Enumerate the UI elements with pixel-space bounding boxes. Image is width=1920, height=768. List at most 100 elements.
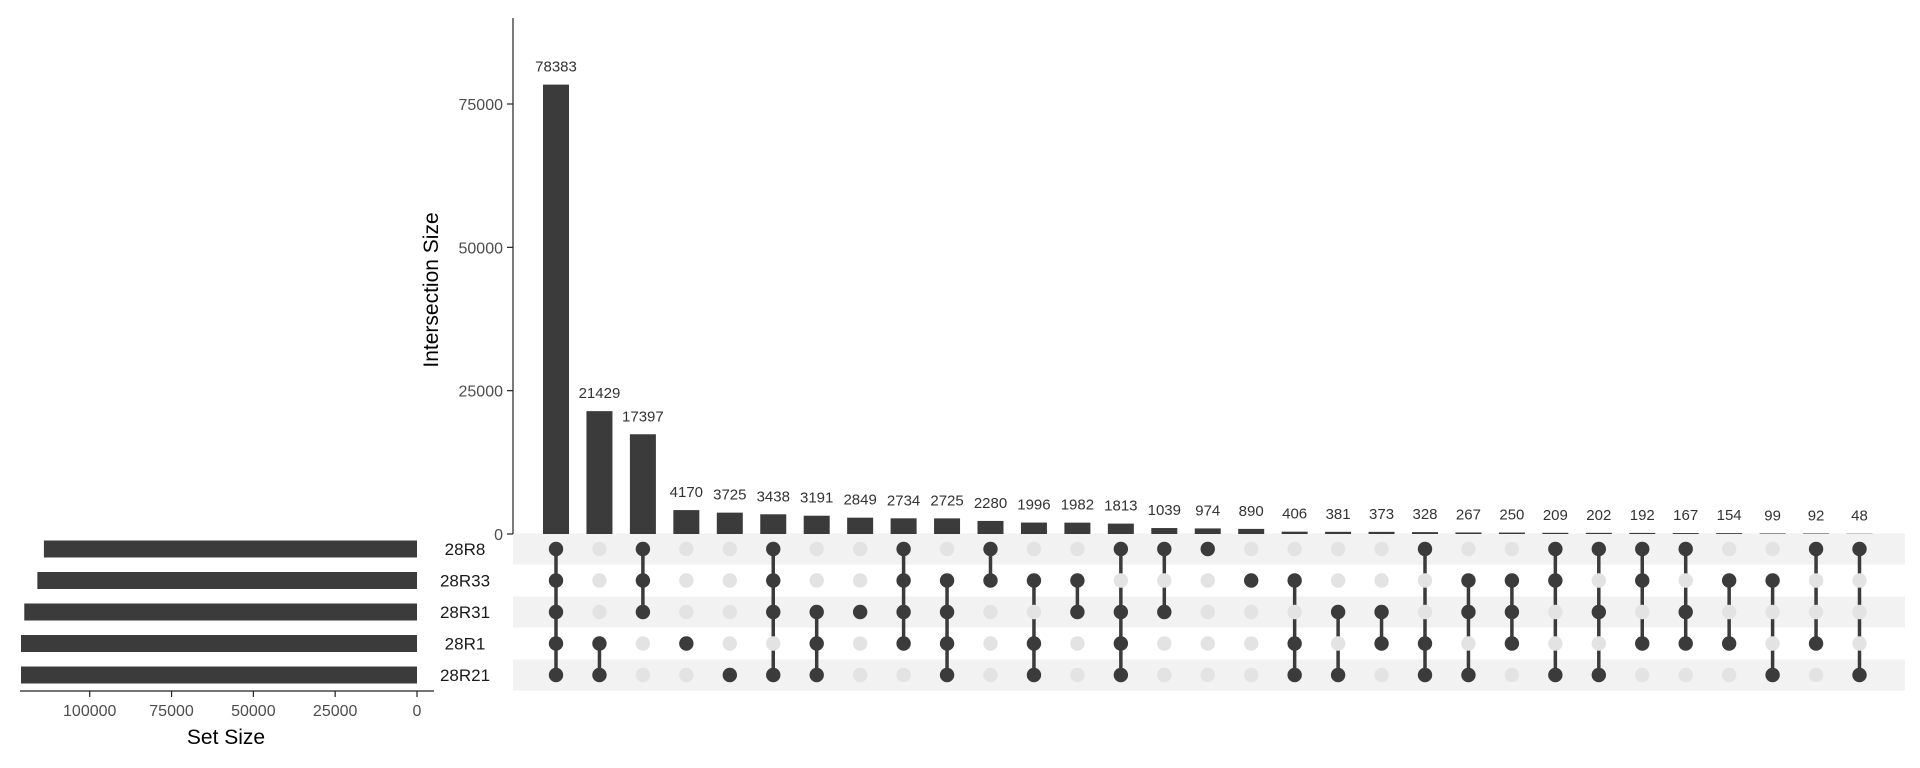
matrix-dot-active [1504,604,1520,620]
matrix-dot-inactive [1070,636,1085,651]
matrix-dot-inactive [1591,573,1607,588]
matrix-dot-active [852,604,868,620]
matrix-dot-active [766,541,781,557]
intersection-bar [1194,528,1221,534]
intersection-bar-label: 167 [1673,507,1698,524]
matrix-dot-inactive [983,667,998,683]
matrix-dot-inactive [1200,636,1215,651]
intersection-bars [543,84,1873,535]
matrix-dot-active [1417,541,1433,557]
set-size-axis-title: Set Size [187,726,265,749]
matrix-dot-active [1765,667,1780,683]
matrix-dot-active [592,636,607,651]
matrix-dot-inactive [635,667,651,683]
matrix-dot-inactive [722,541,737,557]
y-tick-label: 25000 [459,384,504,401]
matrix-dot-active [896,636,911,651]
matrix-dot-active [1200,541,1215,557]
matrix-dot-active [1678,636,1693,651]
matrix-dot-active [1461,604,1476,620]
matrix-dot-inactive [766,636,781,651]
matrix-dot-active [1374,604,1389,620]
intersection-matrix [548,541,1867,683]
intersection-bar [1542,532,1569,534]
matrix-dot-inactive [1678,573,1693,588]
matrix-dot-inactive [852,541,868,557]
intersection-bar [629,434,656,534]
matrix-dot-active [1113,604,1129,620]
matrix-dot-inactive [722,573,737,588]
intersection-bar-label: 209 [1543,507,1568,524]
matrix-dot-inactive [1244,636,1259,651]
matrix-dot-inactive [1070,667,1085,683]
intersection-bar-label: 381 [1326,506,1351,523]
intersection-bar-label: 974 [1195,502,1220,519]
matrix-dot-active [983,541,998,557]
matrix-dot-inactive [1330,541,1346,557]
matrix-dot-active [548,604,564,620]
intersection-bar [673,510,700,534]
matrix-dot-active [1113,636,1129,651]
matrix-dot-inactive [1852,636,1867,651]
matrix-dot-inactive [852,636,868,651]
intersection-bar-label: 250 [1499,507,1524,524]
intersection-bar-label: 328 [1412,506,1437,523]
matrix-dot-active [1852,667,1867,683]
set-size-bar [21,635,417,652]
matrix-dot-inactive [722,636,737,651]
matrix-dot-active [1635,636,1650,651]
intersection-bar [1412,532,1438,534]
matrix-dot-inactive [1852,573,1867,588]
intersection-bar-label: 2734 [887,492,920,509]
matrix-dot-active [1330,667,1346,683]
set-name-label: 28R8 [445,540,486,559]
set-size-tick-label: 0 [413,703,422,720]
intersection-bar [1151,528,1178,534]
intersection-bar-label: 92 [1808,507,1825,524]
matrix-dot-inactive [679,573,694,588]
matrix-dot-inactive [679,604,694,620]
y-tick-label: 0 [494,527,503,544]
matrix-dot-inactive [1721,604,1737,620]
matrix-dot-inactive [592,604,607,620]
matrix-dot-active [1591,604,1607,620]
matrix-dot-inactive [1461,636,1476,651]
matrix-dot-active [1157,541,1172,557]
set-name-label: 28R33 [440,572,490,591]
intersection-bar [934,518,961,534]
matrix-dot-inactive [896,667,911,683]
matrix-dot-active [1244,573,1259,588]
matrix-dot-active [722,667,737,683]
matrix-dot-active [1591,667,1607,683]
matrix-dot-inactive [1244,541,1259,557]
matrix-dot-active [1026,636,1042,651]
matrix-dot-active [1678,604,1693,620]
matrix-dot-inactive [1765,636,1780,651]
intersection-bar [586,411,613,534]
matrix-dot-inactive [1591,636,1607,651]
matrix-dot-inactive [1548,636,1563,651]
matrix-dot-inactive [1635,604,1650,620]
matrix-dot-inactive [983,636,998,651]
matrix-dot-active [896,541,911,557]
matrix-dot-inactive [592,541,607,557]
set-size-bars [21,540,418,684]
intersection-bar [1107,523,1134,534]
intersection-bar-label: 192 [1630,507,1655,524]
matrix-dot-active [939,667,955,683]
matrix-dot-inactive [679,541,694,557]
intersection-bar [1672,533,1699,534]
matrix-dot-active [1765,573,1780,588]
intersection-bar [1716,533,1743,534]
matrix-dot-active [1113,667,1129,683]
matrix-dot-active [1635,573,1650,588]
matrix-dot-active [809,667,824,683]
matrix-dot-inactive [1200,667,1215,683]
matrix-dot-inactive [1200,573,1215,588]
set-size-bar [24,603,417,621]
intersection-bar [1281,531,1308,534]
matrix-dot-inactive [1200,604,1215,620]
matrix-dot-active [1287,636,1302,651]
intersection-bar [977,520,1004,534]
